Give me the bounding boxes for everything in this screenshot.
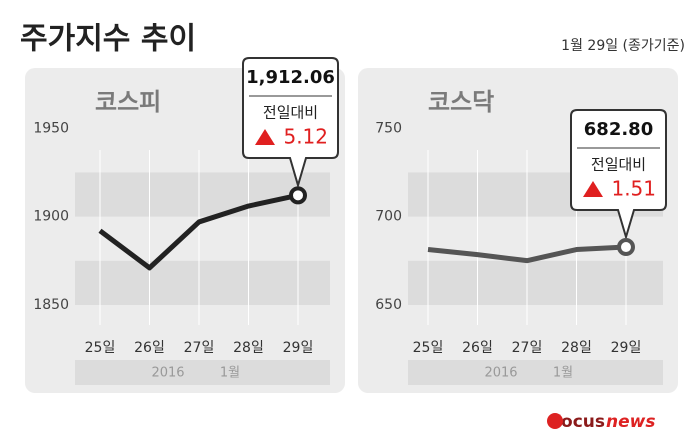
callout-change: 1.51 [611,177,656,201]
page-title: 주가지수 추이 [20,22,196,57]
last-point [289,186,307,205]
callout-box [242,57,339,189]
logo-icon [547,413,563,429]
chart-title: 코스닥 [428,88,494,116]
x-tick-label: 29일 [611,340,642,356]
y-tick-label: 750 [375,120,402,136]
band [75,260,330,305]
series-line [427,244,627,264]
y-tick-label: 1950 [33,120,69,136]
band [408,260,663,305]
x-tick-label: 29일 [283,340,314,356]
x-tick-label: 25일 [85,340,116,356]
callout-value: 682.80 [584,119,653,140]
period-year: 2016 [151,366,184,381]
series-line [98,192,299,271]
page-subtitle: 1월 29일 (종가기준) [561,38,685,54]
callout-box [570,109,667,241]
period-strip [408,360,663,385]
callout-change: 5.12 [283,125,328,149]
y-tick-label: 650 [375,297,402,313]
last-point [617,238,635,257]
period-month: 1월 [553,366,573,381]
chart-title: 코스피 [95,88,161,116]
callout-label: 전일대비 [591,156,646,174]
callout-label: 전일대비 [263,104,318,122]
x-tick-label: 26일 [462,340,493,356]
y-tick-label: 1850 [33,297,69,313]
x-tick-label: 27일 [184,340,215,356]
period-year: 2016 [484,366,517,381]
period-month: 1월 [220,366,240,381]
x-tick-label: 28일 [233,340,264,356]
callout-value: 1,912.06 [246,67,335,88]
y-tick-label: 700 [375,209,402,225]
logo-focus: Focus [550,412,605,432]
up-triangle [583,181,603,197]
x-tick-label: 25일 [413,340,444,356]
band [75,172,330,217]
x-tick-label: 27일 [512,340,543,356]
period-strip [75,360,330,385]
x-tick-label: 26일 [134,340,165,356]
x-tick-label: 28일 [561,340,592,356]
y-tick-label: 1900 [33,209,69,225]
up-triangle [255,129,275,145]
logo-news: news [606,412,655,432]
